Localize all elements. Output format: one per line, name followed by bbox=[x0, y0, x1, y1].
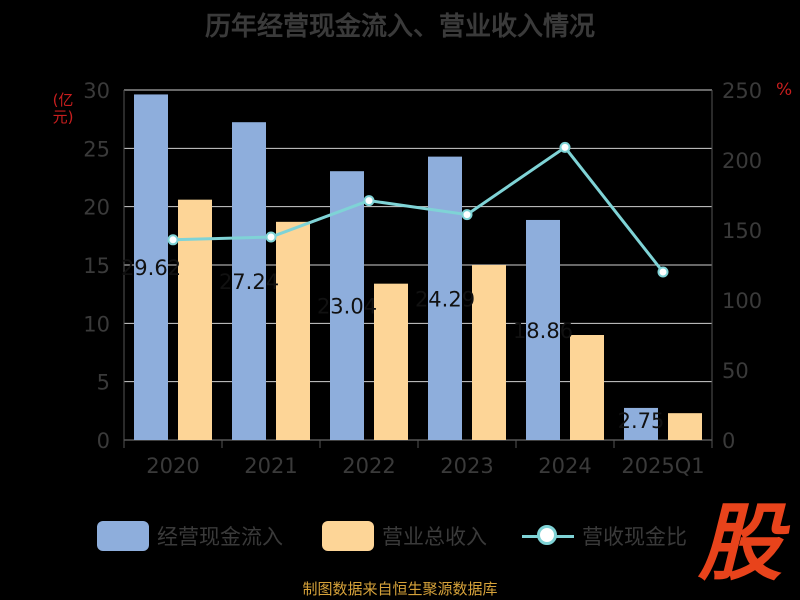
legend-swatch-cash-inflow bbox=[97, 521, 149, 551]
data-label-cash-inflow: 24.29 bbox=[415, 287, 475, 311]
chart-title: 历年经营现金流入、营业收入情况 bbox=[204, 12, 595, 42]
y-tick-label-left: 10 bbox=[83, 312, 110, 336]
ratio-point bbox=[265, 231, 277, 243]
ratio-point bbox=[167, 234, 179, 246]
y-tick-label-left: 0 bbox=[97, 429, 110, 453]
x-tick-label: 2024 bbox=[538, 454, 591, 478]
legend-swatch-ratio bbox=[522, 521, 574, 551]
y-tick-label-left: 30 bbox=[83, 79, 110, 103]
data-label-cash-inflow: 27.24 bbox=[219, 270, 279, 294]
y-tick-label-right: 0 bbox=[722, 429, 735, 453]
bar-revenue bbox=[472, 265, 506, 440]
x-tick-label: 2021 bbox=[244, 454, 297, 478]
y-tick-label-right: 100 bbox=[722, 289, 762, 313]
brand-logo: 股 bbox=[697, 494, 782, 592]
y-axis-left-label: (亿元) bbox=[52, 91, 74, 126]
legend-label-ratio: 营收现金比 bbox=[582, 525, 687, 549]
ratio-point bbox=[657, 266, 669, 278]
bar-revenue bbox=[570, 335, 604, 440]
y-tick-label-left: 5 bbox=[97, 371, 110, 395]
data-label-cash-inflow: 18.86 bbox=[513, 319, 573, 343]
ratio-point bbox=[363, 195, 375, 207]
bar-revenue bbox=[178, 199, 212, 440]
x-tick-label: 2025Q1 bbox=[621, 454, 704, 478]
data-source-note: 制图数据来自恒生聚源数据库 bbox=[302, 580, 498, 598]
y-tick-label-left: 25 bbox=[83, 137, 110, 161]
y-axis-right-label: % bbox=[776, 80, 793, 100]
y-tick-label-right: 200 bbox=[722, 149, 762, 173]
y-tick-label-right: 250 bbox=[722, 79, 762, 103]
bar-cash-inflow bbox=[428, 156, 462, 440]
y-tick-label-right: 150 bbox=[722, 219, 762, 243]
bar-cash-inflow bbox=[526, 219, 560, 440]
bar-cash-inflow bbox=[330, 171, 364, 440]
data-label-cash-inflow: 29.62 bbox=[121, 256, 181, 280]
legend-item-revenue[interactable]: 营业总收入 bbox=[322, 518, 487, 554]
legend-label-revenue: 营业总收入 bbox=[382, 525, 487, 549]
y-tick-label-left: 15 bbox=[83, 254, 110, 278]
bar-revenue bbox=[374, 283, 408, 440]
bar-cash-inflow bbox=[232, 122, 266, 440]
y-tick-label-left: 20 bbox=[83, 196, 110, 220]
bar-cash-inflow bbox=[134, 94, 168, 440]
ratio-point bbox=[559, 141, 571, 153]
ratio-line bbox=[172, 145, 665, 273]
bar-cash-inflow bbox=[624, 407, 658, 440]
x-tick-label: 2023 bbox=[440, 454, 493, 478]
data-label-cash-inflow: 2.75 bbox=[618, 409, 665, 433]
bar-revenue bbox=[276, 221, 310, 440]
data-label-cash-inflow: 23.04 bbox=[317, 295, 377, 319]
y-tick-label-right: 50 bbox=[722, 359, 749, 383]
x-tick-label: 2022 bbox=[342, 454, 395, 478]
legend-item-cash-inflow[interactable]: 经营现金流入 bbox=[97, 518, 283, 554]
legend-swatch-revenue bbox=[322, 521, 374, 551]
legend-label-cash-inflow: 经营现金流入 bbox=[157, 525, 283, 549]
bar-revenue bbox=[668, 413, 702, 440]
x-tick-label: 2020 bbox=[146, 454, 199, 478]
ratio-point bbox=[461, 209, 473, 221]
legend-item-ratio[interactable]: 营收现金比 bbox=[522, 518, 687, 554]
